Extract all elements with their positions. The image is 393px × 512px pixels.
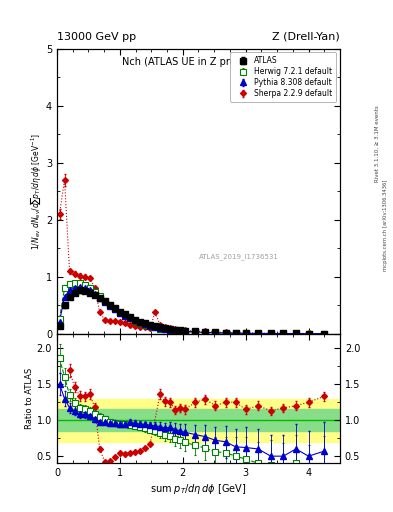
- Text: Nch (ATLAS UE in Z production): Nch (ATLAS UE in Z production): [121, 57, 275, 67]
- Y-axis label: Ratio to ATLAS: Ratio to ATLAS: [25, 368, 34, 429]
- Text: Rivet 3.1.10, ≥ 3.1M events: Rivet 3.1.10, ≥ 3.1M events: [375, 105, 380, 182]
- X-axis label: sum $p_T/d\eta\,d\phi$ [GeV]: sum $p_T/d\eta\,d\phi$ [GeV]: [150, 482, 247, 497]
- Text: 13000 GeV pp: 13000 GeV pp: [57, 32, 136, 42]
- Y-axis label: $1/N_\mathrm{ev}\ dN_\mathrm{ev}/d\!\sum\! p_T/d\eta\,d\phi\ [\mathrm{GeV}^{-1}]: $1/N_\mathrm{ev}\ dN_\mathrm{ev}/d\!\sum…: [29, 133, 43, 250]
- Text: ATLAS_2019_I1736531: ATLAS_2019_I1736531: [198, 253, 278, 260]
- Legend: ATLAS, Herwig 7.2.1 default, Pythia 8.308 default, Sherpa 2.2.9 default: ATLAS, Herwig 7.2.1 default, Pythia 8.30…: [230, 52, 336, 102]
- Text: mcplots.cern.ch [arXiv:1306.3436]: mcplots.cern.ch [arXiv:1306.3436]: [383, 180, 387, 271]
- Text: Z (Drell-Yan): Z (Drell-Yan): [272, 32, 340, 42]
